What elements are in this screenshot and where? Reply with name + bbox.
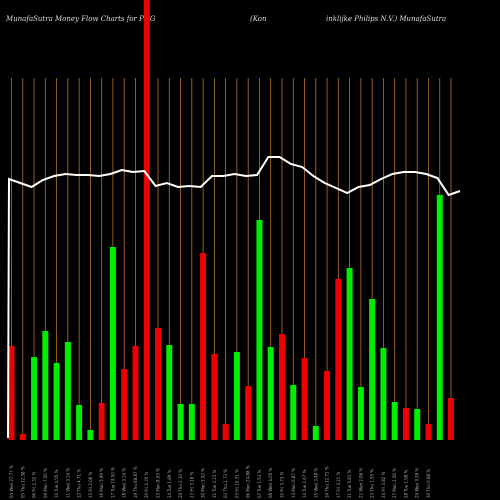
x-tick-label: 28 Tue 1.98 % (403, 469, 408, 498)
x-tick-label: 17 Fri 3.21 % (336, 471, 341, 498)
money-flow-bar (335, 279, 342, 440)
x-tick-label: 04 Wed 27.77 % (9, 465, 14, 498)
money-flow-bar (87, 430, 94, 440)
money-flow-bar (76, 405, 83, 440)
money-flow-bar (233, 352, 240, 440)
x-tick-label: 11 Wed 3.14 % (65, 467, 70, 498)
x-tick-label: 29 Wed 3.39 % (415, 467, 420, 498)
money-flow-bar (425, 424, 432, 440)
x-tick-label: 06 Mon 24.88 % (246, 465, 251, 498)
money-flow-bar (177, 404, 184, 440)
x-tick-label: 23 Thu 1.55 % (370, 469, 375, 498)
money-flow-bar (278, 334, 285, 440)
money-flow-bar (324, 371, 331, 440)
x-tick-label: 09 Mon 7.50 % (43, 468, 48, 498)
x-tick-label: 02 Thu 1.73 % (223, 469, 228, 498)
header-right-text: inklijke Philips N.V.) MunafaSutra (326, 15, 447, 23)
x-tick-label: 24 Fri 3.82 % (381, 471, 386, 498)
x-tick-label: 27 Fri 3.18 % (189, 471, 194, 498)
x-tick-label: 22 Wed 2.86 % (358, 467, 363, 498)
x-tick-label: 21 Tue 5.81 % (347, 469, 352, 498)
money-flow-bar (31, 357, 38, 440)
money-flow-bar (155, 328, 162, 440)
x-tick-label: 12 Thu 4.71 % (77, 469, 82, 498)
money-flow-bar (64, 342, 71, 440)
money-flow-bar (380, 348, 387, 440)
x-tick-label: 05 Thu 12.38 % (20, 466, 25, 498)
x-tick-label: 30 Mon 3.52 % (201, 468, 206, 498)
x-tick-label: 10 Fri 3.73 % (279, 471, 284, 498)
money-flow-bar (290, 385, 297, 440)
x-tick-label: 31 Tue 2.23 % (212, 469, 217, 498)
money-flow-bar (448, 398, 455, 440)
x-tick-label: 10 Tue 4.55 % (54, 469, 59, 498)
money-flow-bar (369, 299, 376, 440)
money-flow-bar (357, 387, 364, 440)
money-flow-bar (121, 369, 128, 440)
price-line (7, 156, 461, 439)
x-tick-label: 30 Thu 0.88 % (426, 469, 431, 498)
header-left-text: MunafaSutra Money Flow Charts for PHG (6, 15, 156, 23)
money-flow-bar (301, 358, 308, 440)
money-flow-bar (211, 354, 218, 440)
x-tick-label: 16 Thu 12.71 % (325, 466, 330, 498)
money-flow-bar (256, 220, 263, 440)
money-flow-bar (200, 253, 207, 440)
x-tick-label: 08 Wed 4.05 % (268, 467, 273, 498)
money-flow-bar (312, 426, 319, 440)
money-flow-bar (188, 404, 195, 440)
x-tick-label: 13 Mon 6.87 % (291, 468, 296, 498)
chart-header: MunafaSutra Money Flow Charts for PHG (K… (0, 0, 500, 23)
x-tick-label: 06 Fri 2.32 % (32, 471, 37, 498)
money-flow-bar (19, 434, 26, 440)
money-flow-bar (436, 195, 443, 440)
money-flow-bar (414, 409, 421, 440)
money-flow-bar (143, 0, 150, 440)
money-flow-bar (53, 363, 60, 440)
x-tick-label: 23 Mon 8.03 % (156, 468, 161, 498)
header-middle-text: (Kon (250, 15, 267, 23)
x-tick-label: 15 Wed 3.48 % (313, 467, 318, 498)
money-flow-bar (166, 345, 173, 440)
money-flow-bar (222, 424, 229, 440)
line-layer (7, 156, 461, 439)
x-tick-label: 17 Tue 19.50 % (110, 467, 115, 498)
x-tick-label: 13 Fri 2.06 % (88, 471, 93, 498)
money-flow-bar (402, 408, 409, 440)
x-tick-label: 24 Tue 1.89 % (167, 469, 172, 498)
money-flow-bar (109, 247, 116, 440)
x-tick-label: 18 Wed 3.14 % (122, 467, 127, 498)
x-tick-label: 26 Thu 2.10 % (178, 469, 183, 498)
money-flow-bar (391, 402, 398, 440)
money-flow-bar (245, 386, 252, 440)
money-flow-bar (42, 331, 49, 440)
money-flow-bar (267, 347, 274, 440)
bar-layer (8, 0, 455, 440)
x-tick-label: 16 Mon 5.99 % (99, 468, 104, 498)
money-flow-bar (98, 403, 105, 440)
x-tick-label: 20 Fri 2.35 % (144, 471, 149, 498)
x-tick-label: 07 Tue 1.53 % (257, 469, 262, 498)
money-flow-bar (8, 346, 15, 440)
x-tick-label: 14 Tue 2.67 % (302, 469, 307, 498)
x-tick-label: 03 Fri 10.31 % (234, 469, 239, 498)
money-flow-bar (346, 268, 353, 440)
money-flow-bar (132, 346, 139, 440)
x-tick-label: 27 Mon 2.56 % (392, 468, 397, 498)
x-tick-label: 19 Thu 68.87 % (133, 466, 138, 498)
x-axis-labels: 04 Wed 27.77 % 05 Thu 12.38 % 06 Fri 2.32 … (9, 465, 431, 498)
